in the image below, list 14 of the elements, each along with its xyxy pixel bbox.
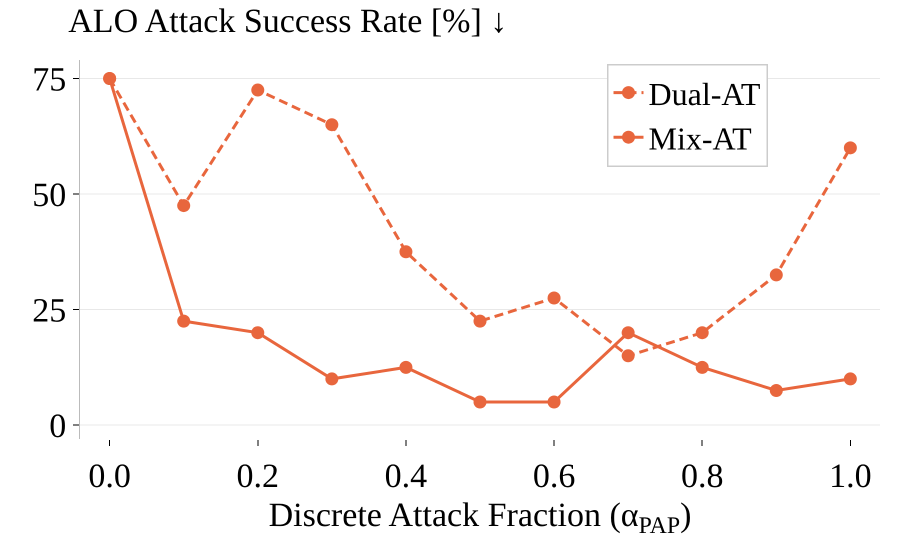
y-tick-label: 0 [49, 408, 66, 446]
x-tick-label: 1.0 [829, 458, 872, 495]
chart-title: ALO Attack Success Rate [%] ↓ [68, 2, 508, 40]
x-tick-label: 0.6 [532, 458, 576, 495]
legend-label: Dual-AT [648, 76, 761, 112]
x-tick-label: 0.0 [88, 458, 131, 495]
x-tick-label: 0.4 [384, 458, 428, 495]
x-tick-label: 0.2 [236, 458, 280, 495]
x-axis-title: Discrete Attack Fraction (α$_{PAP}$) [268, 496, 692, 539]
y-tick-label: 75 [32, 61, 66, 98]
legend-label: Mix-AT [648, 120, 752, 157]
x-tick-label: 0.8 [680, 458, 724, 495]
y-tick-label: 25 [32, 292, 66, 330]
y-tick-label: 50 [32, 176, 66, 214]
